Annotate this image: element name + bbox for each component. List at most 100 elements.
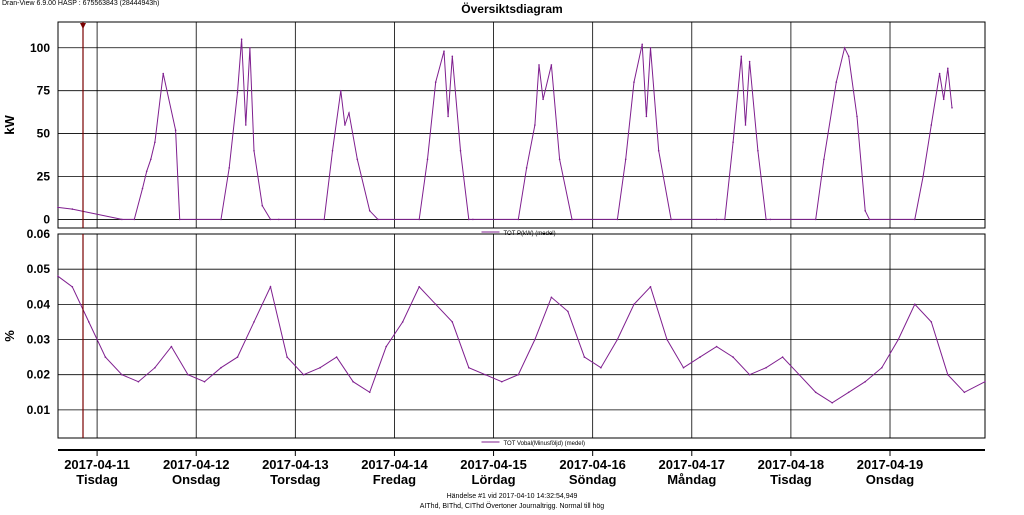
chart-title: Översiktsdiagram [461, 2, 563, 16]
data-point [174, 129, 177, 131]
data-point [302, 373, 305, 376]
y-tick-label: 0.03 [27, 333, 51, 347]
data-point [418, 218, 421, 221]
x-tick-day-label: Onsdag [172, 472, 220, 487]
data-point [468, 218, 470, 221]
x-tick-date-label: 2017-04-14 [361, 457, 428, 472]
data-point [624, 158, 627, 161]
x-tick-day-label: Lördag [472, 472, 516, 487]
data-point [286, 356, 288, 358]
app-info-header: Dran-View 6.9.00 HASP : 675563843 (28444… [2, 0, 160, 7]
data-point [154, 141, 156, 143]
data-point [356, 158, 359, 161]
data-point [922, 175, 924, 178]
y-tick-label: 0.05 [27, 262, 51, 276]
data-point [616, 218, 619, 221]
data-point [930, 321, 933, 323]
x-tick-day-label: Söndag [569, 472, 617, 487]
data-point [269, 218, 272, 221]
data-point [501, 380, 503, 383]
data-point [245, 124, 247, 126]
data-point [434, 303, 437, 306]
data-point [633, 303, 635, 306]
data-point [881, 366, 883, 369]
data-point [814, 218, 817, 221]
data-point [269, 286, 272, 288]
data-point [538, 64, 540, 66]
x-tick-day-label: Fredag [373, 472, 416, 487]
data-point [633, 81, 635, 83]
x-tick-day-label: Måndag [667, 472, 716, 487]
data-point [278, 218, 280, 221]
data-point [57, 206, 59, 209]
data-point [699, 356, 701, 358]
legend-label: TOT Vobal(Minusföljd) (medel) [504, 441, 585, 447]
data-point [426, 158, 429, 161]
data-point [236, 91, 239, 94]
data-point [914, 303, 916, 306]
y-tick-label: 100 [30, 41, 50, 55]
data-point [121, 373, 123, 376]
data-point [220, 218, 222, 221]
data-point [765, 218, 767, 221]
data-point [951, 107, 953, 109]
data-point [261, 204, 264, 207]
data-point [240, 38, 243, 40]
y-tick-label: 25 [37, 170, 51, 184]
data-point [335, 356, 338, 358]
data-point [401, 321, 404, 323]
data-point [744, 124, 747, 126]
data-point [88, 321, 90, 323]
data-point [178, 218, 181, 221]
data-point [418, 286, 421, 288]
data-point [831, 402, 833, 404]
data-point [550, 64, 553, 66]
data-point [517, 218, 520, 221]
data-point [368, 210, 371, 212]
data-point [170, 345, 173, 348]
data-point [348, 112, 350, 114]
data-point [732, 141, 734, 143]
data-point [748, 373, 751, 376]
plot-frame [57, 21, 986, 229]
data-point [567, 310, 569, 313]
data-point [947, 67, 949, 70]
data-point [236, 356, 239, 358]
data-point [864, 380, 866, 383]
x-tick-day-label: Torsdag [270, 472, 320, 487]
y-tick-label: 0 [43, 212, 50, 226]
data-point [897, 338, 900, 341]
data-point [765, 366, 767, 369]
data-point [154, 366, 156, 369]
y-tick-label: 75 [37, 84, 51, 98]
data-point [835, 81, 838, 83]
data-point [757, 150, 759, 152]
data-point [141, 187, 144, 190]
data-point [558, 158, 561, 161]
data-point [137, 380, 140, 383]
data-point [228, 167, 230, 169]
data-point [740, 55, 743, 58]
data-point [472, 218, 474, 221]
data-point [847, 55, 850, 58]
data-point [868, 218, 871, 221]
data-point [145, 170, 148, 173]
data-point [814, 391, 817, 394]
x-tick-date-label: 2017-04-15 [460, 457, 527, 472]
data-point [331, 150, 334, 152]
data-point [121, 218, 123, 221]
data-point [914, 218, 916, 221]
data-point [798, 373, 800, 376]
x-tick-date-label: 2017-04-16 [559, 457, 626, 472]
data-point [71, 208, 74, 210]
data-point [253, 321, 255, 323]
data-point [459, 150, 462, 152]
data-point [843, 47, 846, 49]
data-point [319, 366, 321, 369]
x-tick-date-label: 2017-04-11 [64, 457, 130, 472]
x-tick-date-label: 2017-04-13 [262, 457, 329, 472]
data-point [162, 72, 164, 75]
data-point [942, 98, 945, 101]
data-point [104, 356, 107, 358]
x-tick-date-label: 2017-04-18 [758, 457, 825, 472]
